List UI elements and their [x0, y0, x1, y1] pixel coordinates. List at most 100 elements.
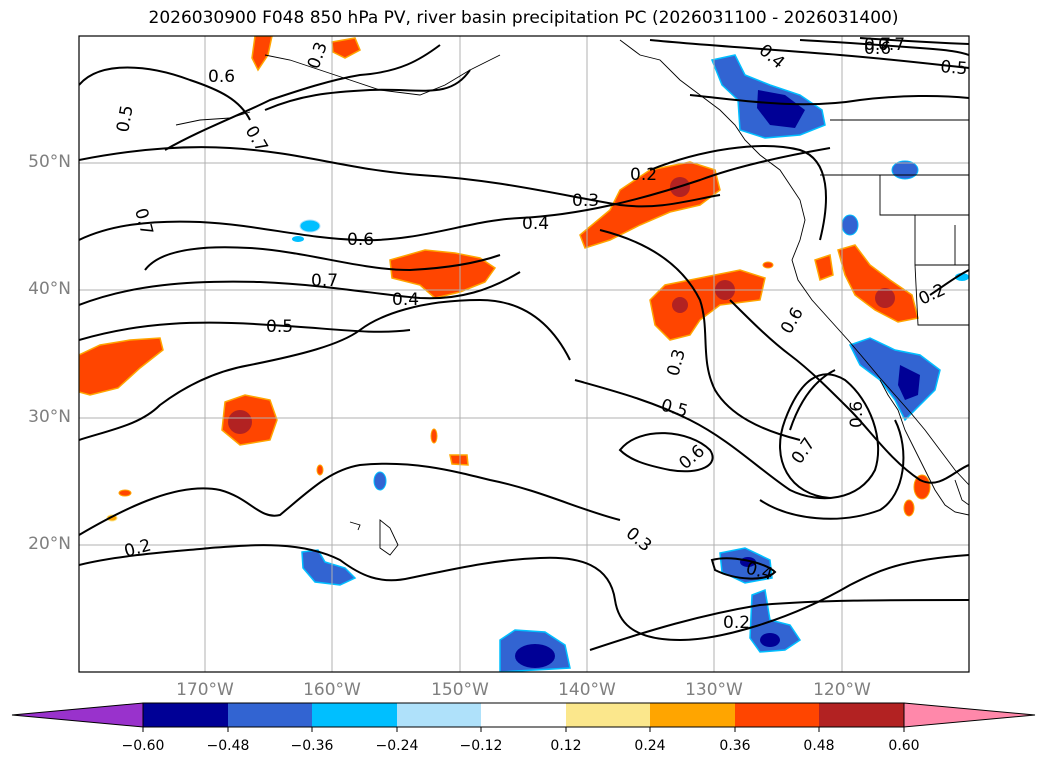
negative-precip-areas	[292, 54, 969, 672]
pv-contour	[799, 39, 969, 56]
pv-contour	[859, 37, 969, 45]
colorbar-bin	[312, 703, 397, 727]
colorbar-tick-label: 0.48	[803, 738, 835, 754]
map-title: 2026030900 F048 850 hPa PV, river basin …	[148, 8, 899, 28]
precip-core-neg	[757, 90, 805, 128]
precip-blob-neg	[373, 471, 387, 491]
contour-labels: 0.7 0.6 0.5 0.3 0.6 0.5 0.7 0.7 0.2 0.3 …	[113, 35, 968, 633]
contour-label: 0.6	[777, 304, 808, 337]
coastlines	[175, 39, 969, 556]
pv-contours	[79, 37, 969, 651]
pv-contour	[599, 229, 801, 441]
pv-contour	[574, 373, 880, 500]
precip-blob-neg	[848, 337, 941, 422]
lon-label-120w: 120°W	[813, 680, 871, 700]
precip-blob-pos	[903, 499, 915, 517]
contour-label: 0.5	[113, 104, 137, 134]
pv-contour	[729, 299, 969, 484]
pv-contour	[710, 557, 777, 580]
contour-label: 0.2	[122, 536, 153, 562]
pv-contour	[79, 298, 571, 441]
pv-contour	[79, 271, 521, 306]
precip-blob-pos	[389, 249, 497, 299]
pv-contour	[164, 44, 441, 151]
precip-blob-pos	[430, 428, 438, 444]
pv-contour	[759, 419, 905, 520]
pv-contour	[79, 321, 411, 341]
precip-blob-pos	[316, 464, 324, 476]
positive-precip-areas	[79, 36, 931, 522]
colorbar-bin	[481, 703, 566, 727]
map-frame	[78, 35, 970, 673]
contour-label: 0.7	[864, 35, 891, 55]
contour-label: 0.2	[916, 280, 949, 310]
contour-label: 0.2	[723, 613, 750, 633]
precip-blob-pos	[837, 244, 919, 323]
pv-contour	[79, 146, 721, 208]
precip-core-pos	[228, 410, 252, 434]
map-content: 0.7 0.6 0.5 0.3 0.6 0.5 0.7 0.7 0.2 0.3 …	[79, 35, 969, 672]
contour-label: 0.5	[266, 317, 293, 337]
graticule	[79, 36, 969, 672]
colorbar-extend-right	[903, 702, 1036, 728]
pv-contour	[264, 69, 471, 111]
colorbar-bin	[819, 703, 904, 727]
pv-contour	[589, 599, 969, 651]
contour-label: 0.3	[304, 39, 332, 71]
precip-blob-pos	[913, 474, 931, 500]
lon-label-150w: 150°W	[431, 680, 489, 700]
precip-core-neg	[760, 633, 780, 647]
pv-contour	[649, 39, 969, 69]
contour-label: 0.4	[522, 214, 549, 234]
precip-core-pos	[672, 297, 688, 313]
colorbar	[11, 702, 1036, 732]
contour-label: 0.4	[755, 41, 789, 74]
pv-contour	[79, 147, 831, 242]
lon-label-170w: 170°W	[176, 680, 234, 700]
contour-label: 0.4	[392, 290, 419, 310]
contour-label: 0.7	[311, 271, 338, 291]
pv-contour	[649, 145, 827, 241]
precip-blob-pos	[251, 36, 273, 72]
colorbar-bin	[228, 703, 312, 727]
pv-contour	[79, 544, 969, 642]
pv-contour	[789, 369, 836, 431]
pv-contour	[618, 432, 714, 473]
contour-label: 0.3	[572, 191, 599, 211]
pv-contour	[144, 246, 501, 272]
colorbar-tick-label: −0.12	[459, 738, 503, 754]
lat-label-20n: 20°N	[28, 534, 71, 554]
contour-label: 0.6	[847, 401, 867, 428]
lat-label-30n: 30°N	[28, 407, 71, 427]
colorbar-tick-label: −0.24	[375, 738, 419, 754]
pv-contour	[79, 462, 621, 536]
precip-blob-pos	[814, 254, 834, 282]
contour-label: 0.2	[630, 165, 657, 185]
precip-blob-neg	[292, 236, 304, 242]
lon-label-140w: 140°W	[558, 680, 616, 700]
contour-label: 0.6	[864, 39, 891, 59]
lat-label-40n: 40°N	[28, 279, 71, 299]
contour-label: 0.7	[878, 35, 905, 55]
colorbar-tick-label: −0.60	[121, 738, 165, 754]
precip-core-neg	[515, 644, 555, 668]
precip-blob-pos	[449, 454, 469, 466]
precip-blob-neg	[301, 549, 357, 586]
pv-contour	[689, 94, 969, 106]
colorbar-bin	[143, 703, 228, 727]
colorbar-tick-label: −0.36	[290, 738, 334, 754]
colorbar-bin	[650, 703, 735, 727]
precip-blob-pos	[79, 337, 164, 396]
contour-label: 0.7	[788, 434, 820, 468]
colorbar-tick-label: 0.36	[719, 738, 751, 754]
colorbar-extend-left	[11, 702, 144, 728]
precip-blob-pos	[762, 261, 774, 269]
pv-contour	[929, 269, 969, 296]
precip-blob-neg	[891, 160, 919, 180]
colorbar-tick-label: 0.60	[888, 738, 920, 754]
precip-core-neg	[898, 365, 920, 400]
contour-label: 0.6	[347, 230, 374, 250]
colorbar-tick-label: 0.24	[634, 738, 666, 754]
contour-label: 0.3	[622, 524, 656, 557]
